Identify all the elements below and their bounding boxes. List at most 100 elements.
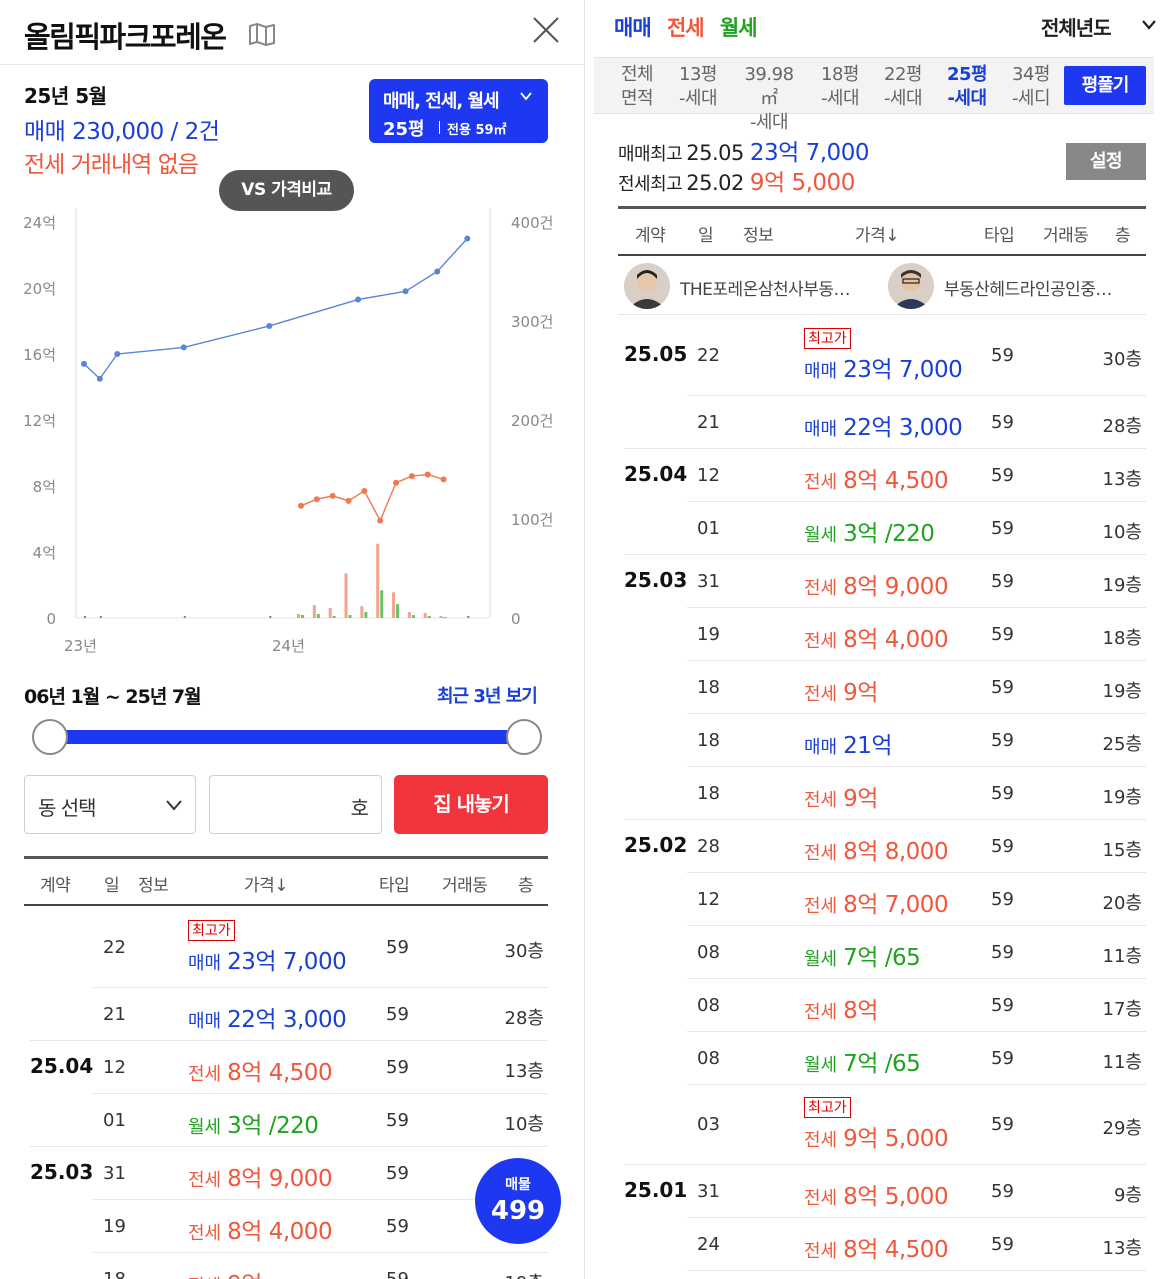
column-header[interactable]: 계약 bbox=[40, 876, 71, 896]
table-row[interactable]: 25.04 12 전세 8억 4,500 59 13층 bbox=[594, 449, 1169, 502]
column-header[interactable]: 일 bbox=[698, 226, 714, 246]
contract-day: 21 bbox=[697, 411, 720, 433]
table-row[interactable]: 08 전세 8억 59 17층 bbox=[594, 979, 1169, 1032]
column-header[interactable]: 정보 bbox=[138, 876, 169, 896]
table-row[interactable]: 25.04 12 전세 8억 4,500 59 13층 bbox=[0, 1041, 584, 1094]
contract-day: 18 bbox=[697, 782, 720, 804]
table-row[interactable]: 01 월세 3억 /220 59 10층 bbox=[0, 1094, 584, 1147]
column-header[interactable]: 가격↓ bbox=[244, 876, 289, 896]
volume-bar-wolse bbox=[348, 615, 352, 618]
contract-day: 12 bbox=[103, 1056, 126, 1078]
list-property-button[interactable]: 집 내놓기 bbox=[394, 775, 548, 834]
slider-start-handle[interactable] bbox=[32, 719, 68, 755]
series-point bbox=[402, 288, 409, 295]
column-header[interactable]: 가격↓ bbox=[855, 226, 900, 246]
date-range-slider[interactable] bbox=[50, 730, 524, 744]
listing-count-button[interactable]: 매물 499 bbox=[475, 1158, 561, 1244]
y-left-tick-label: 12억 bbox=[23, 412, 56, 430]
pyeong-toggle-button[interactable]: 평풀기 bbox=[1064, 66, 1146, 105]
area-filter-item[interactable]: 전체 면적 bbox=[607, 63, 667, 111]
deal-price: 7억 /65 bbox=[843, 1050, 921, 1077]
table-row[interactable]: 21 매매 22억 3,000 59 28층 bbox=[594, 396, 1169, 449]
table-row[interactable]: 25.02 28 전세 8억 8,000 59 15층 bbox=[594, 820, 1169, 873]
deal-kind: 월세 bbox=[804, 1054, 838, 1076]
recent-3y-link[interactable]: 최근 3년 보기 bbox=[437, 686, 538, 707]
table-row[interactable]: 22 최고가 매매 23억 7,000 59 30층 bbox=[0, 908, 584, 988]
close-icon[interactable] bbox=[530, 14, 562, 46]
row-divider bbox=[93, 1093, 548, 1094]
column-header[interactable]: 계약 bbox=[635, 226, 666, 246]
deal-type-label: 매매, 전세, 월세 bbox=[383, 91, 500, 112]
x-tick-label: 23년 bbox=[64, 637, 97, 655]
jeonse-max-label: 전세최고 bbox=[618, 174, 683, 195]
area-size: 25평 bbox=[946, 64, 988, 85]
contract-day: 24 bbox=[697, 1233, 720, 1255]
price-cell: 전세 8억 4,500 bbox=[804, 461, 949, 495]
volume-bar-jeonse bbox=[344, 573, 348, 618]
column-header[interactable]: 층 bbox=[1115, 226, 1131, 246]
tab-jeonse[interactable]: 전세 bbox=[666, 16, 705, 40]
column-header[interactable]: 타입 bbox=[984, 226, 1015, 246]
column-header[interactable]: 일 bbox=[104, 876, 120, 896]
floor: 25층 bbox=[1102, 733, 1142, 755]
table-row[interactable]: 08 월세 7억 /65 59 11층 bbox=[594, 1032, 1169, 1085]
deal-type-tabs: 매매 전세 월세 bbox=[614, 12, 767, 42]
area-filter-item[interactable]: 39.98㎡ -세대 bbox=[739, 63, 799, 135]
series-point bbox=[393, 479, 400, 486]
deal-type-button[interactable]: 매매, 전세, 월세 25평 전용 59㎡ bbox=[369, 79, 548, 143]
area-filter-item[interactable]: 13평 -세대 bbox=[668, 63, 728, 111]
dong-select[interactable]: 동 선택 bbox=[24, 775, 196, 834]
table-row[interactable]: 24 전세 8억 4,500 59 13층 bbox=[594, 1218, 1169, 1271]
vs-compare-button[interactable]: VS 가격비교 bbox=[219, 170, 354, 211]
row-divider bbox=[687, 1031, 1146, 1032]
volume-bar-jeonse bbox=[423, 613, 427, 618]
table-row[interactable]: 19 전세 8억 4,000 59 bbox=[0, 1200, 584, 1253]
settings-button[interactable]: 설정 bbox=[1066, 143, 1146, 180]
agent-name[interactable]: THE포레온삼천사부동… bbox=[680, 280, 851, 300]
tab-wolse[interactable]: 월세 bbox=[719, 16, 758, 40]
tab-sale[interactable]: 매매 bbox=[614, 16, 652, 40]
area-filter-item[interactable]: 34평 -세디 bbox=[1001, 63, 1061, 111]
year-select[interactable]: 전체년도 bbox=[1041, 12, 1156, 41]
map-icon[interactable] bbox=[248, 22, 276, 46]
table-row[interactable]: 01 월세 3억 /220 59 10층 bbox=[594, 502, 1169, 555]
table-row[interactable]: 19 전세 8억 4,000 59 18층 bbox=[594, 608, 1169, 661]
ho-input[interactable]: 호 bbox=[209, 775, 382, 834]
price-cell: 매매 21억 bbox=[804, 726, 893, 760]
contract-day: 08 bbox=[697, 994, 720, 1016]
series-point bbox=[96, 375, 103, 382]
table-row[interactable]: 25.01 31 전세 8억 5,000 59 9층 bbox=[594, 1165, 1169, 1218]
column-header[interactable]: 층 bbox=[518, 876, 534, 896]
column-header[interactable]: 타입 bbox=[379, 876, 410, 896]
column-header[interactable]: 거래동 bbox=[442, 876, 488, 896]
avatar[interactable] bbox=[888, 263, 934, 309]
dong-select-label: 동 선택 bbox=[38, 796, 97, 820]
contract-month: 25.01 bbox=[624, 1177, 688, 1202]
agent-name[interactable]: 부동산헤드라인공인중… bbox=[944, 280, 1112, 300]
row-divider bbox=[624, 1164, 1146, 1165]
table-row[interactable]: 21 매매 22억 3,000 59 28층 bbox=[0, 988, 584, 1041]
column-header[interactable]: 거래동 bbox=[1043, 226, 1089, 246]
area-filter-item[interactable]: 18평 -세대 bbox=[810, 63, 870, 111]
table-row[interactable]: 25.03 31 전세 8억 9,000 59 bbox=[0, 1147, 584, 1200]
y-left-tick-label: 16억 bbox=[23, 346, 56, 364]
column-header[interactable]: 정보 bbox=[743, 226, 774, 246]
avatar[interactable] bbox=[624, 263, 670, 309]
area-filter-item[interactable]: 25평 -세대 bbox=[937, 63, 997, 111]
table-row[interactable]: 12 전세 8억 7,000 59 20층 bbox=[594, 873, 1169, 926]
unit-type: 59 bbox=[386, 1109, 409, 1131]
table-row[interactable]: 18 매매 21억 59 25층 bbox=[594, 714, 1169, 767]
volume-bar-wolse bbox=[443, 617, 447, 618]
table-row[interactable]: 25.03 31 전세 8억 9,000 59 19층 bbox=[594, 555, 1169, 608]
slider-end-handle[interactable] bbox=[506, 719, 542, 755]
table-row[interactable]: 03 최고가 전세 9억 5,000 59 29층 bbox=[594, 1085, 1169, 1165]
table-row[interactable]: 25.05 22 최고가 매매 23억 7,000 59 30층 bbox=[594, 316, 1169, 396]
area-filter-item[interactable]: 22평 -세대 bbox=[873, 63, 933, 111]
table-row[interactable]: 08 월세 7억 /65 59 11층 bbox=[594, 926, 1169, 979]
left-panel: 올림픽파크포레온 25년 5월 매매 230,000 / 2건 전세 거래내역 … bbox=[0, 0, 585, 1279]
row-divider bbox=[687, 607, 1146, 608]
